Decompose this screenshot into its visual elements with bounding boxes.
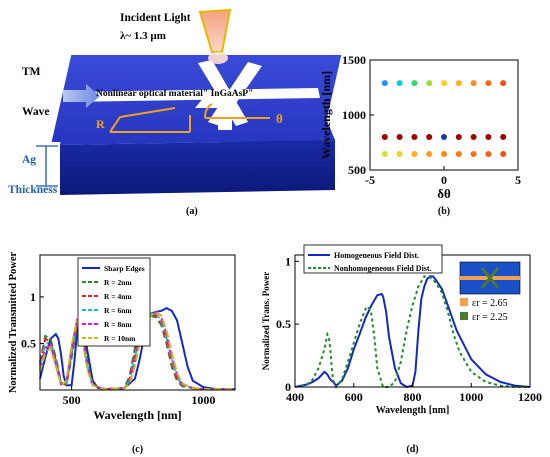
legend-label-c: R = 2nm (104, 278, 132, 287)
scatter-point-s0 (381, 80, 388, 87)
caption-a: (a) (186, 206, 198, 217)
plot-frame-c (39, 254, 236, 391)
y-tick-label-d: 0.5 (276, 317, 291, 331)
scatter-point-s1 (381, 134, 388, 140)
x-axis-label-d: Wavelength [nm] (376, 405, 450, 416)
scatter-point-s0 (396, 80, 403, 87)
scatter-point-s2 (470, 151, 477, 158)
inset-label-2: εr = 2.25 (472, 312, 508, 323)
scatter-point-s0 (500, 80, 507, 87)
inset-swatch-2 (460, 312, 468, 320)
scatter-point-s1 (396, 134, 403, 140)
inset-label-1: εr = 2.65 (472, 298, 508, 309)
scatter-point-s1 (411, 134, 418, 140)
series-line-d-1 (294, 275, 530, 389)
scatter-point-s2 (441, 151, 447, 158)
x-tick-label-d: 1000 (459, 390, 483, 404)
scatter-point-s0 (470, 80, 477, 87)
legend-box-c (77, 257, 151, 347)
x-tick-label-b: 5 (515, 173, 521, 187)
scatter-point-s2 (455, 151, 462, 158)
lambda-label: λ~ 1.3 µm (120, 30, 166, 42)
series-line-c-5 (39, 310, 235, 391)
x-tick-label-c: 1000 (191, 393, 215, 407)
legend-label-c: R = 10nm (104, 334, 136, 343)
x-tick-label-b: -5 (365, 173, 375, 187)
inset-swatch-1 (460, 298, 468, 306)
tm-label: TM (22, 66, 41, 78)
x-tick-label-d: 800 (404, 390, 422, 404)
legend-label-c: R = 6nm (104, 306, 132, 315)
x-tick-label-d: 400 (286, 390, 304, 404)
scatter-point-s1 (455, 134, 462, 140)
legend-box-d (303, 244, 443, 274)
x-tick-label-d: 600 (345, 390, 363, 404)
scatter-point-s1 (470, 134, 477, 140)
scatter-point-s0 (426, 80, 433, 87)
scatter-point-s2 (411, 151, 418, 158)
x-axis-label-b: δθ (437, 186, 451, 201)
scatter-point-s2 (485, 151, 492, 158)
x-tick-label-c: 500 (63, 393, 81, 407)
y-tick-label-c: 0.5 (21, 336, 36, 350)
scatter-point-s0 (485, 80, 492, 87)
x-tick-label-b: 0 (441, 173, 447, 187)
scatter-point-s2 (426, 151, 433, 158)
thickness-label: Thickness (8, 184, 58, 196)
legend-label-c: R = 4nm (104, 292, 132, 301)
caption-c: (c) (132, 444, 143, 455)
legend-label-c: R = 8nm (104, 320, 132, 329)
scatter-point-s0 (455, 80, 462, 87)
y-axis-label-c: Normalized Transmitted Power (8, 252, 19, 394)
scatter-point-s2 (500, 151, 507, 158)
wave-label: Wave (22, 106, 50, 118)
inset-cross-arm (480, 267, 500, 289)
y-axis-label-d: Normalized Trans. Power (261, 272, 271, 370)
scatter-point-s1 (485, 134, 492, 140)
ag-label: Ag (22, 154, 37, 166)
incident-label: Incident Light (120, 12, 191, 24)
y-tick-label-b: 1500 (342, 53, 366, 67)
scatter-point-s1 (426, 134, 433, 140)
scatter-point-s0 (441, 80, 447, 87)
legend-label-c: Sharp Edges (104, 264, 145, 273)
material-label: Nonlinear optical material" InGaAsP" (96, 89, 254, 99)
y-tick-label-c: 1 (30, 290, 36, 304)
scatter-point-s0 (411, 80, 418, 87)
caption-b: (b) (438, 206, 450, 217)
series-line-d-0 (294, 275, 531, 389)
x-tick-label-d: 1200 (518, 390, 542, 404)
y-axis-label-b: Wavelength [nm] (319, 71, 333, 159)
scatter-point-s2 (381, 151, 388, 158)
caption-d: (d) (406, 444, 418, 455)
y-tick-label-d: 1 (285, 254, 291, 268)
y-tick-label-d: 0 (285, 380, 291, 394)
r-label: R (96, 117, 105, 131)
y-tick-label-b: 500 (348, 163, 366, 177)
legend-label-d: Nonhomogeneous Field Dist. (334, 264, 432, 273)
legend-label-d: Homogeneous Field Dist. (334, 251, 419, 260)
theta-label: θ (276, 111, 283, 126)
scatter-point-s2 (396, 151, 403, 158)
scatter-point-s1 (500, 134, 507, 140)
y-tick-label-b: 1000 (342, 108, 366, 122)
scatter-point-s1 (441, 134, 447, 140)
x-axis-label-c: Wavelength [nm] (93, 408, 181, 422)
